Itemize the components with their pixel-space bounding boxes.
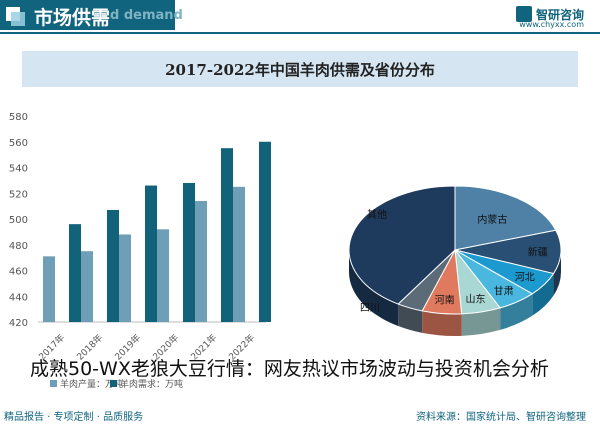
bar-supply [119,234,131,322]
bar-demand [107,209,119,322]
pie-slice-label: 山东 [466,292,486,305]
brand-url: www.chyxx.com [519,20,584,29]
pie-slice [454,185,557,251]
pie-slice-label: 新疆 [528,246,548,259]
y-tick-label: 500 [9,215,28,226]
y-tick-label: 520 [9,189,28,200]
data-source: 资料来源：国家统计局、智研咨询整理 [416,412,586,423]
pie-slice-side [398,304,423,333]
pie-slice-label: 内蒙古 [477,213,507,226]
brand-name: 智研咨询 [535,8,584,22]
pie-slice-side [349,250,399,327]
bar-supply [233,186,245,322]
bar-demand [69,224,81,322]
y-tick-label: 460 [9,267,28,278]
chart-title: 2017-2022年中国羊肉供需及省份分布 [165,61,435,79]
section-subtitle: d demand [110,8,183,23]
y-tick-label: 440 [9,292,28,303]
bar-demand [183,182,195,322]
y-tick-label: 540 [9,164,28,175]
legend-label: 羊肉需求：万吨 [120,378,183,390]
pie-slice-side [500,293,533,330]
footer: 精品报告 · 专项定制 · 品质服务 资料来源：国家统计局、智研咨询整理 [0,406,600,426]
legend-swatch [50,380,57,387]
bar-demand [259,141,271,322]
square-icon-accent [11,12,25,26]
chart-title-band: 2017-2022年中国羊肉供需及省份分布 [22,51,578,87]
pie-slice-side [422,310,462,337]
y-tick-label: 560 [9,138,28,149]
logo-icon [515,6,532,22]
pie-slice-label: 四川 [360,303,380,314]
pie-slice-side [532,273,554,316]
pie-slice [454,229,562,275]
y-tick-label: 580 [9,112,28,123]
pie-slice-side [461,307,501,336]
y-tick-label: 480 [9,241,28,252]
bar-demand [221,148,233,322]
header-banner: 市场供需 [0,0,175,30]
pie-slice-side [553,250,561,296]
pie-slice-label: 河北 [515,272,535,284]
y-tick-label: 420 [9,318,28,329]
bar-supply [81,251,93,322]
bar-supply [157,229,169,322]
footer-tagline: 精品报告 · 专项定制 · 品质服务 [4,412,144,423]
bar-supply [195,200,207,322]
header: 市场供需 d demand 智研咨询 www.chyxx.com [0,0,600,36]
overlay-headline: 成熟50-WX老狼大豆行情：网友热议市场波动与投资机会分析 [30,358,549,380]
bar-supply [43,256,55,322]
pie-slice-label: 甘肃 [494,284,514,297]
pie-slice [348,185,456,305]
pie-slice-label: 其他 [367,208,387,221]
legend-swatch [110,380,117,387]
header-divider [0,32,600,34]
bar-demand [145,185,157,322]
pie-slice-label: 河南 [435,294,455,307]
legend-label: 羊肉产量：万吨 [60,378,123,390]
brand-logo: 智研咨询 [515,4,584,23]
section-title: 市场供需 [34,7,111,29]
